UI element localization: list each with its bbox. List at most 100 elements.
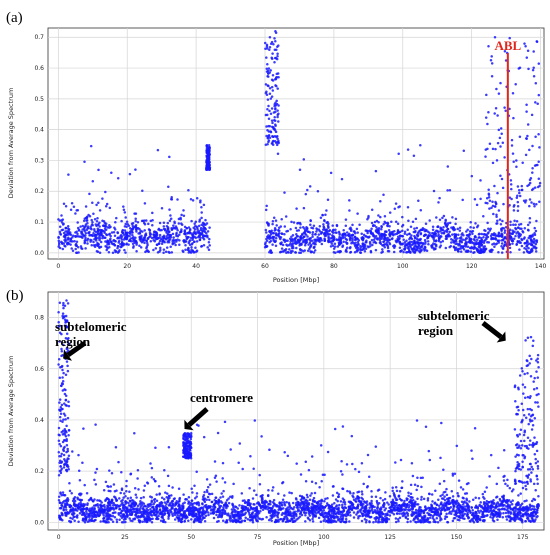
data-point — [411, 220, 415, 223]
data-point — [439, 240, 442, 244]
data-point — [178, 243, 181, 247]
data-point — [266, 84, 270, 87]
data-point — [488, 475, 491, 478]
data-point — [295, 246, 298, 250]
data-point — [356, 231, 359, 234]
data-point — [279, 250, 283, 254]
data-point — [474, 496, 477, 500]
data-point — [411, 474, 415, 478]
data-point — [272, 126, 275, 130]
data-point — [285, 501, 288, 504]
data-point — [177, 222, 181, 225]
data-point — [301, 226, 305, 229]
data-point — [199, 226, 203, 230]
data-point — [530, 499, 534, 503]
data-point — [316, 235, 319, 239]
data-point — [434, 489, 437, 492]
data-point — [354, 467, 357, 471]
data-point — [150, 466, 154, 470]
data-point — [537, 132, 540, 136]
data-point — [129, 496, 133, 499]
data-point — [490, 237, 493, 241]
data-point — [429, 233, 432, 237]
data-point — [521, 513, 525, 516]
data-point — [436, 520, 440, 524]
data-point — [267, 488, 270, 492]
data-point — [466, 245, 470, 248]
data-point — [517, 494, 520, 497]
data-point — [294, 503, 298, 507]
data-point — [203, 520, 207, 523]
data-point — [459, 486, 463, 489]
data-point — [420, 495, 423, 499]
data-point — [436, 225, 440, 228]
data-point — [311, 227, 315, 230]
data-point — [273, 115, 276, 119]
data-point — [535, 508, 539, 511]
data-point — [283, 504, 287, 507]
data-point — [492, 499, 495, 502]
data-point — [520, 244, 524, 248]
data-point — [134, 217, 137, 220]
data-point — [535, 219, 538, 223]
data-point — [431, 228, 435, 232]
data-point — [525, 103, 528, 107]
data-point — [153, 230, 156, 234]
data-point — [450, 241, 453, 244]
data-point — [516, 209, 520, 212]
data-point — [495, 495, 499, 499]
data-point — [330, 505, 334, 509]
data-point — [470, 174, 474, 178]
data-point — [450, 489, 454, 493]
data-point — [107, 233, 111, 236]
data-point — [222, 506, 225, 509]
data-point — [510, 197, 513, 201]
data-point — [472, 251, 475, 254]
data-point — [101, 219, 104, 223]
data-point — [281, 243, 285, 247]
data-point — [519, 492, 522, 495]
data-point — [485, 499, 489, 503]
data-point — [312, 224, 316, 228]
data-point — [268, 109, 271, 113]
data-point — [98, 251, 102, 255]
data-point — [118, 518, 121, 522]
data-point — [398, 490, 402, 493]
data-point — [414, 229, 417, 233]
data-point — [77, 453, 80, 457]
data-point — [320, 479, 323, 483]
data-point — [416, 234, 420, 237]
data-point — [84, 247, 87, 250]
data-point — [266, 113, 269, 117]
data-point — [352, 516, 356, 519]
data-point — [67, 468, 70, 471]
data-point — [509, 234, 512, 238]
data-point — [310, 455, 314, 458]
data-point — [350, 507, 354, 511]
data-point — [339, 500, 343, 503]
data-point — [496, 239, 500, 242]
data-point — [122, 496, 125, 499]
data-point — [70, 492, 73, 495]
data-point — [208, 146, 211, 149]
data-point — [301, 232, 304, 236]
data-point — [192, 251, 195, 254]
data-point — [413, 251, 417, 254]
data-point — [533, 205, 536, 208]
data-point — [426, 230, 430, 234]
data-point — [274, 237, 278, 240]
data-point — [88, 192, 91, 196]
data-point — [286, 454, 290, 458]
data-point — [190, 487, 193, 490]
data-point — [524, 199, 528, 202]
data-point — [327, 235, 330, 239]
x-tick-label: 20 — [123, 263, 131, 270]
data-point — [380, 227, 383, 231]
data-point — [378, 238, 382, 242]
data-point — [492, 233, 496, 237]
data-point — [296, 235, 300, 238]
data-point — [331, 234, 334, 237]
data-point — [112, 511, 116, 514]
data-point — [491, 204, 495, 208]
data-point — [336, 250, 339, 253]
